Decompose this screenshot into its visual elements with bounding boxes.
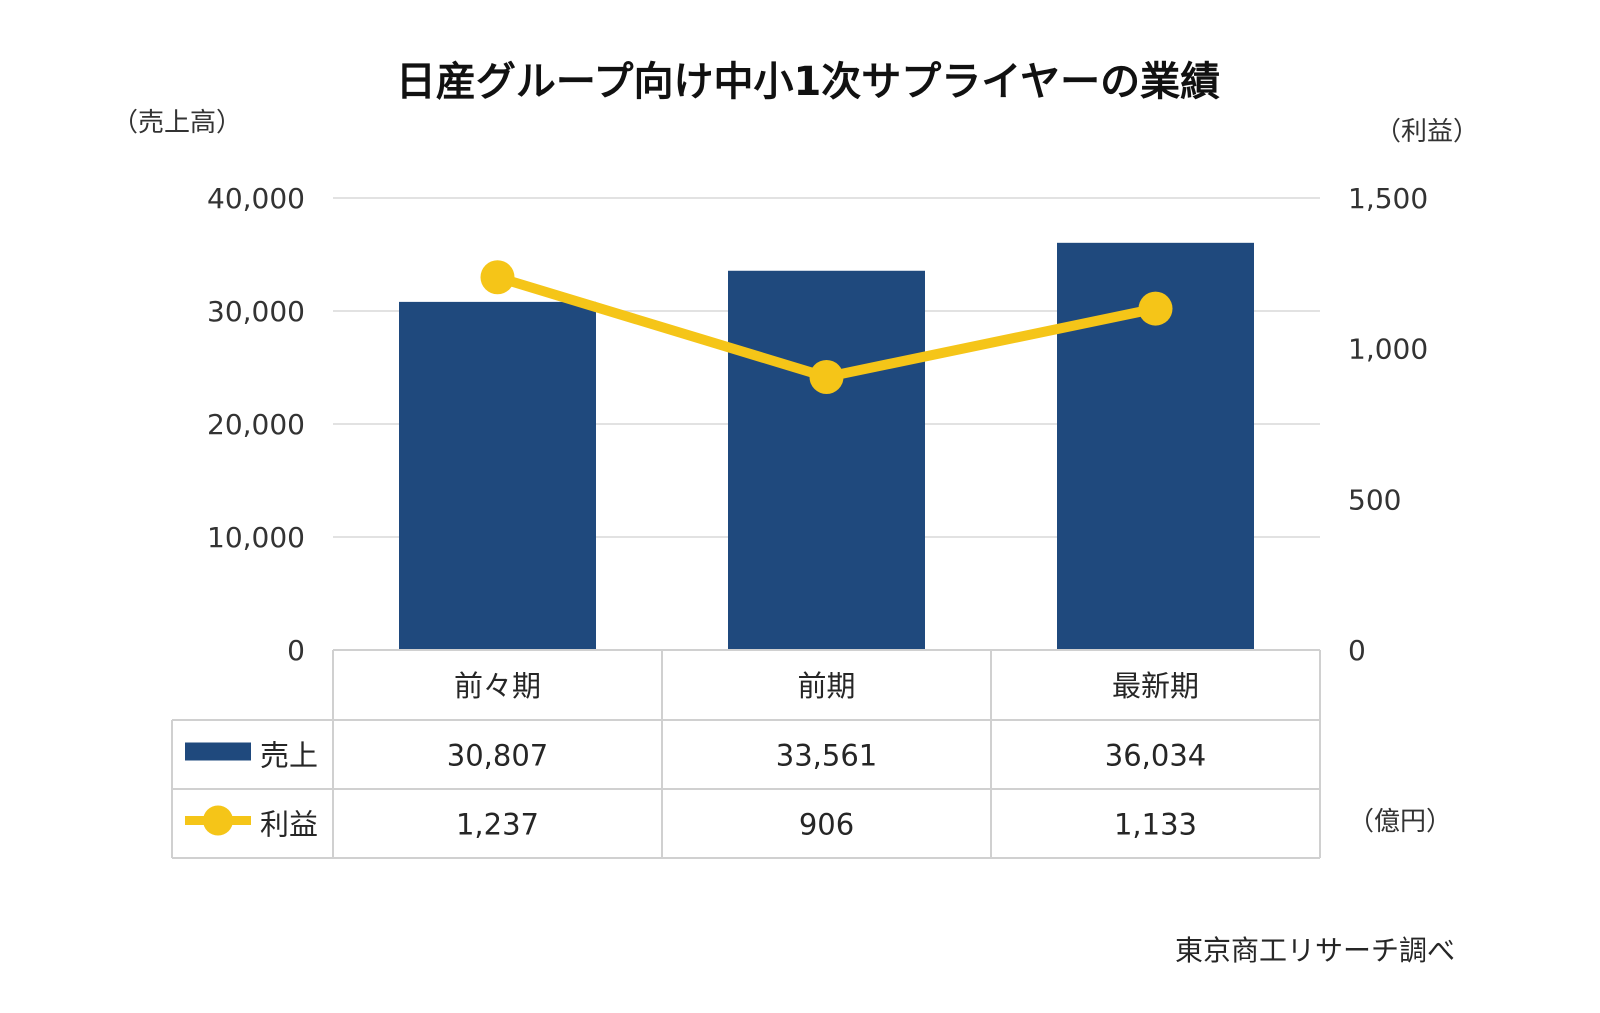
line-point [480,260,515,295]
left-axis-ticks: 0 10,000 20,000 30,000 40,000 [207,182,305,667]
table-value: 36,034 [1105,739,1206,773]
line-series [480,260,1173,394]
left-axis-label: （売上高） [112,108,242,138]
category-label: 前期 [797,669,855,703]
table-value: 1,133 [1114,808,1197,842]
right-axis-label: （利益） [1375,117,1479,147]
line-point [1138,291,1173,326]
bar [399,301,596,650]
bar-series [399,242,1254,650]
left-tick-label: 0 [287,634,305,667]
chart-title: 日産グループ向け中小1次サプライヤーの業績 [396,59,1220,105]
left-tick-label: 30,000 [207,295,305,328]
right-axis-ticks: 0 500 1,000 1,500 [1348,182,1428,667]
category-label: 前々期 [454,669,541,703]
bar [728,270,925,650]
source-note: 東京商工リサーチ調べ [1175,934,1455,967]
right-tick-label: 500 [1348,483,1401,516]
legend-label: 利益 [260,808,318,842]
line-point [809,359,844,394]
legend-swatch-bar [185,742,251,761]
right-tick-label: 1,000 [1348,333,1428,366]
right-tick-label: 1,500 [1348,182,1428,215]
table-value: 1,237 [456,808,539,842]
category-label: 最新期 [1112,669,1199,703]
left-tick-label: 20,000 [207,408,305,441]
legend-swatch-marker [203,805,233,836]
table-value: 33,561 [776,739,877,773]
left-tick-label: 10,000 [207,521,305,554]
right-tick-label: 0 [1348,634,1366,667]
table-value: 906 [799,808,854,842]
table-value: 30,807 [447,739,548,773]
legend-label: 売上 [260,739,318,773]
left-tick-label: 40,000 [207,182,305,215]
unit-label: （億円） [1348,807,1452,837]
